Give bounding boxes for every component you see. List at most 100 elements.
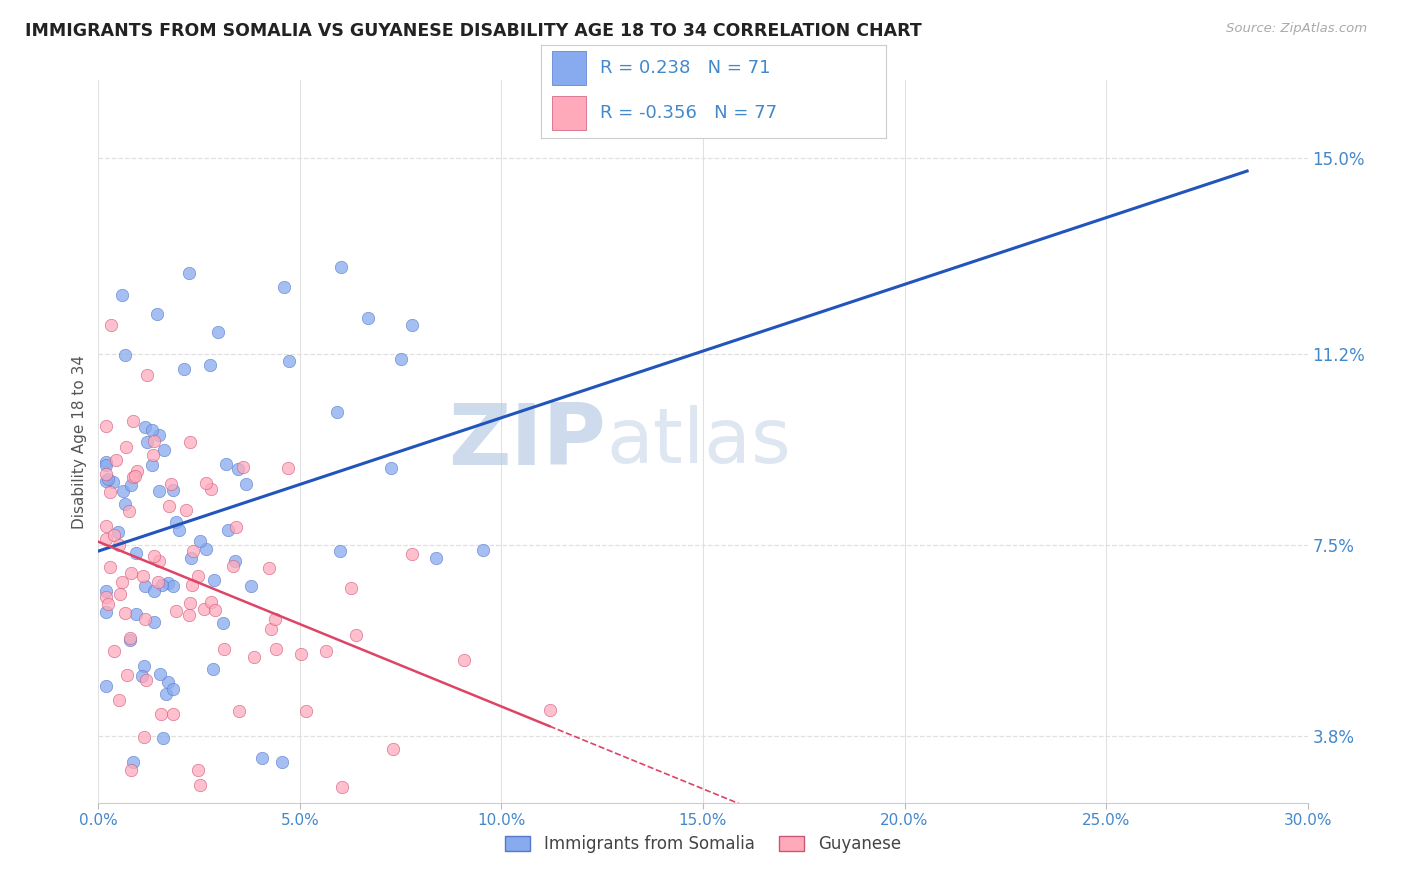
Point bbox=[538, 703, 561, 717]
Point bbox=[315, 644, 337, 658]
Point bbox=[273, 279, 295, 293]
Point bbox=[215, 457, 238, 471]
Point bbox=[179, 608, 201, 623]
Point bbox=[105, 452, 128, 467]
Point bbox=[157, 674, 180, 689]
Point bbox=[187, 763, 209, 777]
Point bbox=[98, 560, 121, 574]
Bar bbox=[551, 51, 586, 85]
Point bbox=[174, 503, 197, 517]
Bar bbox=[551, 96, 586, 130]
Point bbox=[389, 351, 412, 366]
Point bbox=[107, 525, 129, 540]
Point bbox=[329, 544, 352, 558]
Point bbox=[204, 603, 226, 617]
Point bbox=[124, 469, 146, 483]
Point bbox=[239, 579, 262, 593]
Point bbox=[162, 681, 184, 696]
Point bbox=[165, 604, 187, 618]
Point bbox=[148, 554, 170, 568]
Point bbox=[152, 731, 174, 745]
Point bbox=[108, 538, 131, 552]
Y-axis label: Disability Age 18 to 34: Disability Age 18 to 34 bbox=[72, 354, 87, 529]
Point bbox=[114, 606, 136, 620]
Point bbox=[114, 497, 136, 511]
Point bbox=[190, 778, 212, 792]
Point bbox=[135, 673, 157, 687]
Legend: Immigrants from Somalia, Guyanese: Immigrants from Somalia, Guyanese bbox=[499, 828, 907, 860]
Point bbox=[142, 615, 165, 629]
Point bbox=[120, 631, 142, 645]
Point bbox=[200, 595, 222, 609]
Point bbox=[202, 573, 225, 587]
Point bbox=[111, 574, 134, 589]
Point bbox=[228, 704, 250, 718]
Point bbox=[134, 612, 156, 626]
Point bbox=[103, 527, 125, 541]
Point bbox=[207, 325, 229, 339]
Point bbox=[114, 348, 136, 362]
Point bbox=[100, 318, 122, 332]
Point bbox=[115, 440, 138, 454]
Point bbox=[425, 551, 447, 566]
Point bbox=[121, 414, 143, 428]
Point bbox=[145, 307, 167, 321]
Point bbox=[382, 741, 405, 756]
Point bbox=[118, 633, 141, 648]
Point bbox=[179, 596, 201, 610]
Point bbox=[217, 523, 239, 537]
Point bbox=[290, 647, 312, 661]
Point bbox=[96, 583, 118, 598]
Point bbox=[181, 544, 204, 558]
Point bbox=[162, 706, 184, 721]
Point bbox=[125, 464, 148, 478]
Point bbox=[252, 751, 274, 765]
Point bbox=[179, 435, 201, 450]
Point bbox=[340, 582, 363, 596]
Point bbox=[157, 500, 180, 514]
Point bbox=[259, 561, 281, 575]
Point bbox=[143, 583, 166, 598]
Point bbox=[232, 460, 254, 475]
Point bbox=[107, 692, 129, 706]
Point bbox=[120, 477, 142, 491]
Point bbox=[98, 485, 121, 500]
Point bbox=[96, 419, 118, 434]
Point bbox=[134, 659, 156, 673]
Point bbox=[329, 260, 352, 274]
Point bbox=[136, 368, 159, 382]
Point bbox=[295, 704, 318, 718]
Point bbox=[193, 601, 215, 615]
Point bbox=[173, 362, 195, 376]
Point bbox=[188, 534, 211, 549]
Point bbox=[264, 612, 287, 626]
Point bbox=[224, 554, 246, 568]
Point bbox=[142, 549, 165, 563]
Point bbox=[153, 442, 176, 457]
Point bbox=[380, 460, 402, 475]
Point bbox=[135, 435, 157, 450]
Text: atlas: atlas bbox=[606, 405, 792, 478]
Point bbox=[401, 547, 423, 561]
Point bbox=[148, 428, 170, 442]
Point bbox=[150, 578, 173, 592]
Point bbox=[226, 462, 249, 476]
Point bbox=[242, 650, 264, 665]
Point bbox=[96, 605, 118, 619]
Point bbox=[125, 607, 148, 622]
Point bbox=[165, 515, 187, 529]
Point bbox=[180, 551, 202, 566]
Point bbox=[344, 628, 367, 642]
Point bbox=[330, 780, 353, 795]
Point bbox=[148, 483, 170, 498]
Point bbox=[120, 566, 142, 580]
Point bbox=[115, 668, 138, 682]
Point bbox=[108, 587, 131, 601]
Point bbox=[120, 763, 142, 777]
Point bbox=[167, 523, 190, 537]
Point bbox=[96, 518, 118, 533]
Point bbox=[101, 475, 124, 489]
Point bbox=[201, 662, 224, 676]
Point bbox=[134, 420, 156, 434]
Point bbox=[96, 455, 118, 469]
